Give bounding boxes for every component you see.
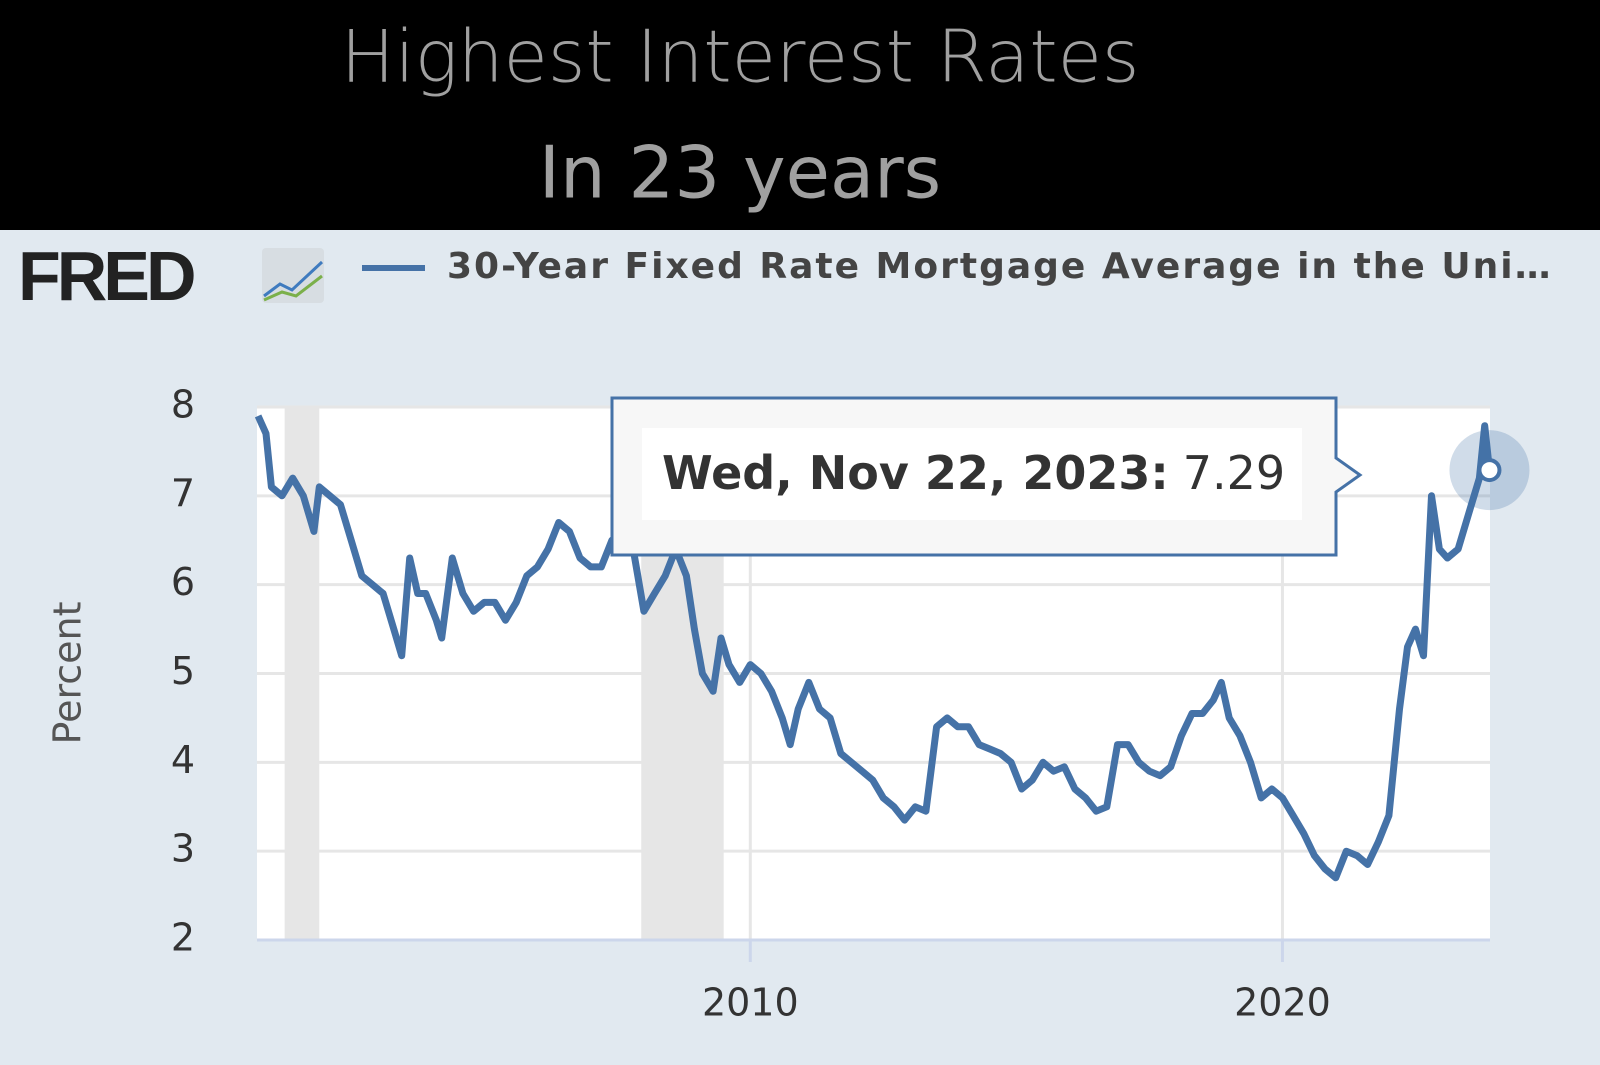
header-band (0, 0, 1600, 230)
plot: 2 3 4 5 6 7 8 2010 2020 Wed, Nov 22, 2023: 7.29 (171, 383, 1530, 1025)
y-tick-label: 7 (171, 471, 195, 515)
subtitle: In 23 years (539, 131, 941, 215)
logo-icon (262, 248, 324, 303)
x-tick-label: 2020 (1234, 981, 1331, 1025)
y-tick-label: 3 (171, 827, 195, 871)
tooltip-value: 7.29 (1183, 446, 1285, 500)
y-tick-label: 5 (171, 649, 195, 693)
tooltip-label: Wed, Nov 22, 2023: (662, 446, 1169, 500)
x-tick-label: 2010 (702, 981, 799, 1025)
hover-point (1477, 458, 1502, 483)
y-tick-label: 4 (171, 738, 195, 782)
y-axis-title: Percent (46, 602, 90, 745)
tooltip-inner (642, 428, 1302, 520)
tooltip-text: Wed, Nov 22, 2023: 7.29 (662, 446, 1285, 500)
y-tick-label: 6 (171, 560, 195, 604)
series-line (254, 414, 1493, 882)
legend-label: 30-Year Fixed Rate Mortgage Average in t… (447, 246, 1553, 287)
logo: FRED (18, 237, 194, 315)
y-tick-label: 8 (171, 383, 195, 427)
title: Highest Interest Rates (341, 15, 1140, 99)
y-tick-label: 2 (171, 916, 195, 960)
